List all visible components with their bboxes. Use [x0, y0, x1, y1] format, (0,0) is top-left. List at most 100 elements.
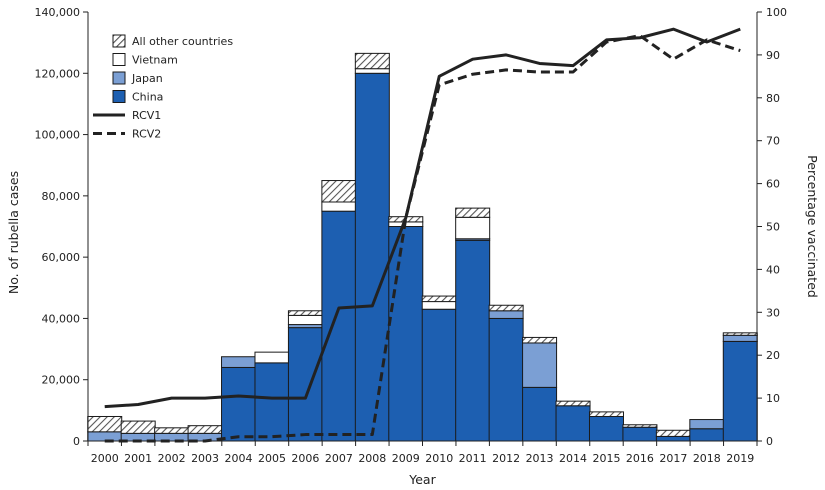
y-right-tick-label: 30 — [766, 306, 780, 319]
x-tick-label-2003: 2003 — [191, 452, 219, 465]
bar-vietnam-2011 — [455, 216, 491, 240]
y-left-tick-label: 100,000 — [35, 129, 81, 142]
y-right-tick-label: 20 — [766, 349, 780, 362]
bar-vietnam-2005 — [254, 351, 290, 364]
x-tick-label-2010: 2010 — [425, 452, 453, 465]
x-tick-label-2016: 2016 — [626, 452, 654, 465]
axes-group: 0 20,000 40,000 60,000 80,000 100,000 120,000 1… — [6, 6, 820, 487]
bar-china-2018 — [689, 428, 725, 442]
line-rcv2 — [104, 34, 741, 443]
legend-label-japan: Japan — [131, 72, 163, 85]
x-tick-label-2019: 2019 — [726, 452, 754, 465]
x-tick-label-2015: 2015 — [592, 452, 620, 465]
legend-swatch-vietnam — [112, 53, 126, 66]
bar-japan-2013 — [522, 342, 558, 388]
bar-china-2014 — [555, 405, 591, 442]
bar-vietnam-2007 — [321, 201, 357, 212]
bar-china-2011 — [455, 239, 491, 442]
legend: All other countries Vietnam Japan China RCV1… — [93, 34, 233, 141]
legend-swatch-all-other-countries — [112, 34, 126, 48]
bar-china-2006 — [287, 327, 323, 442]
bar-all-other-countries-2019 — [722, 332, 758, 336]
bar-all-other-countries-2017 — [655, 429, 691, 437]
x-axis-title: Year — [408, 472, 436, 487]
y-right-tick-label: 100 — [766, 6, 787, 19]
bar-japan-2018 — [689, 419, 725, 430]
y-right-tick-label: 60 — [766, 178, 780, 191]
bar-all-other-countries-2001 — [120, 420, 156, 434]
x-tick-label-2018: 2018 — [693, 452, 721, 465]
bar-china-2009 — [388, 226, 424, 442]
bar-all-other-countries-2013 — [522, 336, 558, 344]
bar-all-other-countries-2003 — [187, 425, 223, 434]
x-tick-label-2007: 2007 — [325, 452, 353, 465]
bar-china-2019 — [722, 340, 758, 442]
y-left-tick-label: 80,000 — [42, 190, 81, 203]
bar-vietnam-2008 — [354, 68, 390, 74]
bar-all-other-countries-2010 — [421, 295, 457, 303]
bar-china-2004 — [221, 366, 257, 442]
bar-china-2013 — [522, 386, 558, 442]
y-left-tick-label: 120,000 — [35, 67, 81, 80]
bar-japan-2012 — [488, 310, 524, 319]
y-right-tick-label: 40 — [766, 263, 780, 276]
bar-all-other-countries-2006 — [287, 310, 323, 316]
x-tick-label-2014: 2014 — [559, 452, 587, 465]
y-right-tick-label: 50 — [766, 221, 780, 234]
x-tick-label-2011: 2011 — [459, 452, 487, 465]
bar-all-other-countries-2011 — [455, 207, 491, 218]
bar-china-2016 — [622, 426, 658, 442]
legend-label-vietnam: Vietnam — [132, 54, 178, 67]
line-group — [104, 27, 741, 443]
y-axis-right-title: Percentage vaccinated — [805, 155, 820, 298]
bar-china-2005 — [254, 362, 290, 442]
y-right-tick-label: 70 — [766, 135, 780, 148]
x-tick-label-2017: 2017 — [659, 452, 687, 465]
x-tick-label-2002: 2002 — [158, 452, 186, 465]
legend-label-rcv1: RCV1 — [132, 109, 161, 122]
y-axis-left-title: No. of rubella cases — [6, 171, 21, 294]
bar-china-2007 — [321, 210, 357, 442]
bar-all-other-countries-2002 — [154, 427, 190, 434]
bar-china-2012 — [488, 317, 524, 442]
y-right-tick-label: 0 — [766, 435, 773, 448]
x-tick-label-2012: 2012 — [492, 452, 520, 465]
bar-all-other-countries-2015 — [588, 411, 624, 417]
bar-all-other-countries-2008 — [354, 52, 390, 70]
x-tick-label-2008: 2008 — [358, 452, 386, 465]
y-right-tick-label: 80 — [766, 92, 780, 105]
bar-all-other-countries-2014 — [555, 400, 591, 407]
x-tick-label-2004: 2004 — [225, 452, 253, 465]
bar-group — [87, 52, 758, 442]
bar-china-2010 — [421, 308, 457, 442]
y-right-tick-label: 90 — [766, 49, 780, 62]
legend-label-china: China — [132, 91, 163, 104]
bar-japan-2019 — [722, 334, 758, 342]
y-left-tick-label: 60,000 — [42, 251, 81, 264]
bar-all-other-countries-2012 — [488, 304, 524, 312]
legend-swatch-japan — [112, 71, 126, 85]
y-left-tick-label: 140,000 — [35, 6, 81, 19]
bar-japan-2004 — [221, 356, 257, 368]
bar-vietnam-2010 — [421, 301, 457, 310]
legend-swatch-china — [112, 90, 126, 103]
bar-china-2017 — [655, 435, 691, 442]
bar-china-2015 — [588, 415, 624, 442]
y-left-tick-label: 40,000 — [42, 312, 81, 325]
bar-vietnam-2006 — [287, 314, 323, 326]
bar-china-2008 — [354, 72, 390, 442]
bar-all-other-countries-2000 — [87, 415, 123, 433]
x-tick-label-2006: 2006 — [291, 452, 319, 465]
x-tick-label-2009: 2009 — [392, 452, 420, 465]
x-tick-label-2000: 2000 — [91, 452, 119, 465]
bar-all-other-countries-2016 — [622, 424, 658, 428]
x-tick-label-2013: 2013 — [526, 452, 554, 465]
y-right-tick-label: 10 — [766, 392, 780, 405]
legend-label-all-other-countries: All other countries — [132, 35, 233, 48]
x-tick-label-2005: 2005 — [258, 452, 286, 465]
y-left-tick-label: 20,000 — [42, 374, 81, 387]
legend-label-rcv2: RCV2 — [132, 128, 161, 141]
x-tick-label-2001: 2001 — [124, 452, 152, 465]
bar-all-other-countries-2007 — [321, 180, 357, 203]
